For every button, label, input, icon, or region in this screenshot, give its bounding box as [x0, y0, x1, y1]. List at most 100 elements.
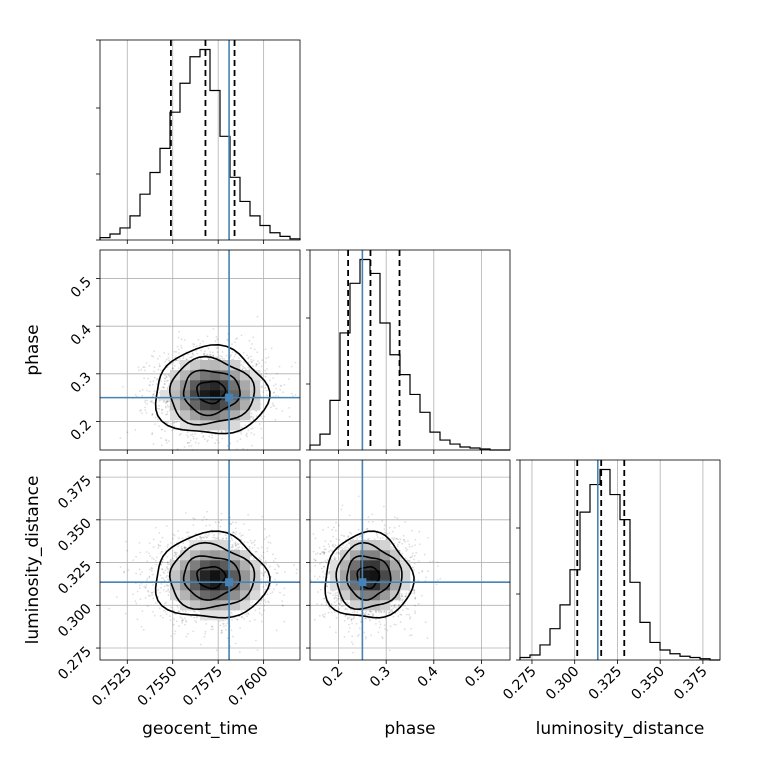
scatter-point: [179, 616, 182, 618]
scatter-point: [245, 434, 248, 436]
scatter-point: [280, 385, 283, 387]
hist-luminosity-distance-steps: [519, 468, 720, 661]
scatter-point: [187, 436, 190, 438]
scatter-point: [152, 611, 154, 613]
scatter-point: [188, 441, 191, 444]
scatter-point: [180, 338, 183, 341]
scatter-point: [260, 427, 262, 430]
scatter-point: [142, 366, 145, 368]
scatter-point: [262, 551, 265, 554]
scatter-point: [337, 613, 340, 615]
scatter-point: [233, 355, 236, 358]
scatter-point: [152, 443, 155, 445]
scatter-point: [242, 367, 244, 370]
scatter-point: [188, 539, 190, 542]
scatter-point: [153, 370, 156, 373]
scatter-point: [177, 530, 180, 532]
scatter-point: [140, 368, 143, 371]
scatter-point: [208, 524, 211, 527]
scatter-point: [231, 531, 234, 534]
scatter-point: [188, 356, 191, 359]
scatter-point: [170, 635, 173, 637]
scatter-point: [205, 518, 208, 521]
scatter-point: [388, 526, 391, 529]
truth-marker: [225, 393, 234, 402]
scatter-point: [263, 415, 266, 418]
scatter-point: [250, 428, 253, 430]
scatter-point: [157, 368, 160, 371]
scatter-point: [146, 403, 148, 405]
hist-luminosity-distance-frame: [519, 459, 721, 661]
scatter-point: [276, 563, 279, 566]
scatter-point: [221, 357, 224, 360]
hist-phase-frame: [309, 249, 511, 451]
scatter-point: [181, 622, 183, 624]
scatter-point: [274, 394, 277, 397]
scatter-point: [250, 355, 253, 358]
scatter-point: [140, 412, 143, 415]
scatter-point: [178, 330, 180, 333]
scatter-point: [140, 582, 143, 585]
scatter-point: [166, 387, 169, 390]
scatter-point: [248, 529, 251, 531]
scatter-point: [173, 425, 176, 427]
scatter-point: [263, 599, 266, 601]
scatter-point: [260, 365, 263, 368]
scatter-point: [269, 379, 271, 382]
density-cell: [200, 550, 211, 561]
scatter-point: [147, 594, 150, 597]
scatter-point: [215, 347, 218, 349]
scatter-point: [144, 401, 147, 404]
scatter-point: [246, 432, 248, 435]
scatter-point: [415, 551, 418, 554]
scatter-point: [226, 444, 229, 447]
scatter-point: [203, 636, 206, 638]
scatter-point: [164, 378, 167, 380]
scatter-point: [167, 379, 170, 382]
scatter-point: [126, 431, 129, 434]
scatter-point: [207, 439, 209, 442]
scatter-point: [164, 421, 167, 423]
scatter-point: [162, 589, 165, 591]
scatter-point: [262, 556, 265, 559]
scatter-point: [278, 365, 281, 368]
scatter-point: [221, 437, 224, 440]
scatter-point: [162, 577, 165, 580]
scatter-point: [208, 533, 211, 535]
scatter-point: [174, 356, 177, 359]
scatter-point: [278, 565, 280, 568]
scatter-point: [272, 553, 274, 556]
scatter-point: [214, 442, 217, 445]
scatter-point: [174, 365, 176, 367]
scatter-point: [158, 607, 161, 610]
scatter-point: [195, 621, 198, 624]
scatter-point: [182, 618, 184, 621]
scatter-point: [159, 615, 162, 617]
scatter-point: [173, 555, 176, 557]
scatter-point: [226, 338, 229, 341]
scatter-point: [145, 412, 148, 414]
scatter-point: [186, 434, 189, 437]
scatter-point: [288, 378, 290, 380]
scatter-point: [207, 357, 210, 360]
scatter-point: [165, 358, 168, 361]
density-cell: [180, 590, 191, 601]
scatter-point: [178, 352, 180, 354]
scatter-point: [247, 366, 250, 369]
scatter-point: [235, 521, 237, 524]
scatter-point: [132, 559, 135, 561]
scatter-point: [219, 355, 222, 357]
scatter-point: [274, 418, 277, 421]
scatter-point: [202, 352, 205, 355]
scatter-point: [251, 601, 254, 603]
scatter-point: [179, 432, 182, 435]
scatter-point: [147, 377, 150, 380]
scatter-point: [248, 339, 251, 342]
scatter-point: [173, 633, 176, 635]
scatter-point: [216, 351, 219, 353]
scatter-point: [266, 547, 269, 550]
scatter-point: [252, 541, 255, 544]
scatter-point: [155, 563, 158, 566]
scatter-point: [267, 356, 270, 359]
scatter-point: [151, 557, 153, 559]
